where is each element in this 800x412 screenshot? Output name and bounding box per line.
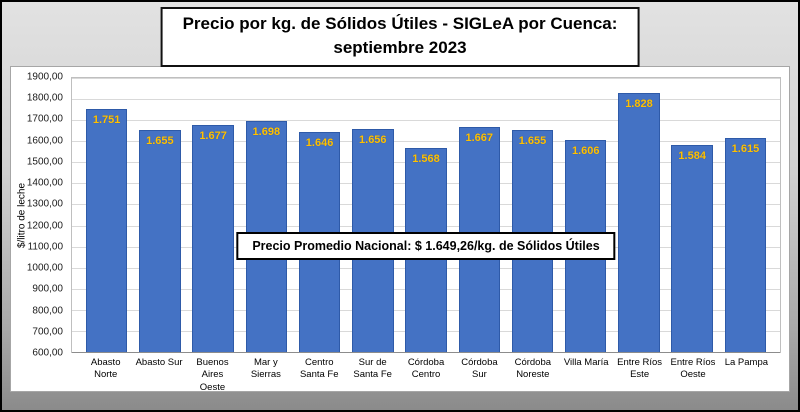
- bar: 1.655: [139, 129, 181, 352]
- bar-value-label: 1.677: [199, 130, 227, 143]
- bar-value-label: 1.646: [305, 136, 334, 149]
- bar-slot: 1.667: [453, 78, 506, 352]
- bar-value-label: 1.655: [518, 134, 547, 147]
- x-axis-label: Mar y Sierras: [250, 357, 281, 381]
- bar-slot: 1.751: [80, 78, 133, 352]
- bar-slot: 1.828: [612, 78, 665, 352]
- y-tick-label: 1900,00: [26, 71, 63, 83]
- gridline: [72, 352, 780, 353]
- x-axis-label: Entre Ríos Este: [617, 357, 663, 381]
- gridline: [72, 141, 780, 143]
- x-axis-label: Sur de Santa Fe: [353, 357, 392, 381]
- x-axis-label: Villa María: [563, 357, 609, 368]
- bar-value-label: 1.568: [412, 152, 440, 165]
- gridline: [72, 120, 780, 122]
- bar: 1.677: [192, 125, 234, 352]
- x-axis-label: Buenos Aires Oeste: [196, 357, 229, 393]
- bar-value-label: 1.828: [625, 98, 653, 111]
- y-axis: 1900,00 1800,00 1700,00 1600,00 1500,00 1400,…: [11, 72, 67, 359]
- x-axis-label: La Pampa: [724, 357, 769, 368]
- gridline: [72, 99, 780, 101]
- x-axis-label: Córdoba Sur: [461, 357, 498, 381]
- bar-slot: 1.606: [559, 78, 612, 352]
- y-tick-label: 1500,00: [26, 156, 63, 168]
- y-tick-label: 1400,00: [26, 177, 63, 189]
- bar-value-label: 1.655: [146, 134, 174, 147]
- bar-slot: 1.655: [506, 78, 559, 352]
- bar-value-label: 1.615: [731, 143, 760, 156]
- bar-value-label: 1.584: [678, 149, 706, 162]
- bar-slot: 1.656: [346, 78, 399, 352]
- y-tick-label: 800,00: [32, 305, 63, 317]
- bar-value-label: 1.667: [465, 132, 494, 145]
- chart-area: $/litro de leche 1900,00 1800,00 1700,00 16…: [10, 66, 790, 393]
- x-axis-label: Abasto Sur: [135, 357, 183, 368]
- chart-title: Precio por kg. de Sólidos Útiles - SIGLe…: [160, 7, 640, 67]
- bar-value-label: 1.656: [359, 134, 387, 147]
- x-axis-label: Córdoba Centro: [407, 357, 445, 381]
- bar-slot: 1.677: [186, 78, 239, 352]
- x-axis-label: Córdoba Noreste: [514, 357, 552, 381]
- bar-slot: 1.698: [240, 78, 293, 352]
- bar: 1.615: [724, 138, 767, 352]
- plot-area: 1.751 1.655 1.677 1.698 1.646 1.656 1.568 1.667…: [71, 77, 781, 353]
- bar-slot: 1.615: [719, 78, 772, 352]
- bar-value-label: 1.751: [92, 114, 121, 127]
- y-tick-label: 1600,00: [26, 135, 63, 147]
- bar-slot: 1.568: [399, 78, 452, 352]
- bar-series: 1.751 1.655 1.677 1.698 1.646 1.656 1.568 1.667…: [72, 78, 780, 352]
- y-tick-label: 600,00: [32, 347, 63, 359]
- bar-slot: 1.646: [293, 78, 346, 352]
- bar-slot: 1.655: [133, 78, 186, 352]
- x-axis: Abasto Norte Abasto Sur Buenos Aires Oeste…: [71, 355, 781, 393]
- x-axis-label: Centro Santa Fe: [299, 357, 339, 381]
- bar-value-label: 1.606: [571, 144, 600, 157]
- bar: 1.751: [85, 109, 128, 352]
- y-tick-label: 700,00: [32, 326, 63, 338]
- y-tick-label: 1700,00: [26, 113, 63, 125]
- national-average-annotation: Precio Promedio Nacional: $ 1.649,26/kg.…: [236, 231, 616, 260]
- gridline: [72, 78, 780, 79]
- y-tick-label: 1000,00: [26, 262, 63, 274]
- chart-title-line2: septiembre 2023: [333, 37, 467, 57]
- y-tick-label: 1200,00: [26, 220, 63, 232]
- bar-slot: 1.584: [666, 78, 719, 352]
- bar: 1.584: [671, 144, 713, 352]
- x-axis-label: Entre Ríos Oeste: [670, 357, 716, 381]
- y-tick-label: 1800,00: [26, 92, 63, 104]
- bar-value-label: 1.698: [252, 125, 281, 138]
- y-tick-label: 1100,00: [27, 241, 63, 253]
- x-axis-label: Abasto Norte: [90, 357, 121, 381]
- plot-wrap: 1.751 1.655 1.677 1.698 1.646 1.656 1.568 1.667…: [71, 77, 781, 353]
- y-tick-label: 1300,00: [26, 198, 63, 210]
- y-tick-label: 900,00: [32, 283, 63, 295]
- chart-title-line1: Precio por kg. de Sólidos Útiles - SIGLe…: [182, 14, 618, 33]
- bar: 1.828: [618, 93, 660, 352]
